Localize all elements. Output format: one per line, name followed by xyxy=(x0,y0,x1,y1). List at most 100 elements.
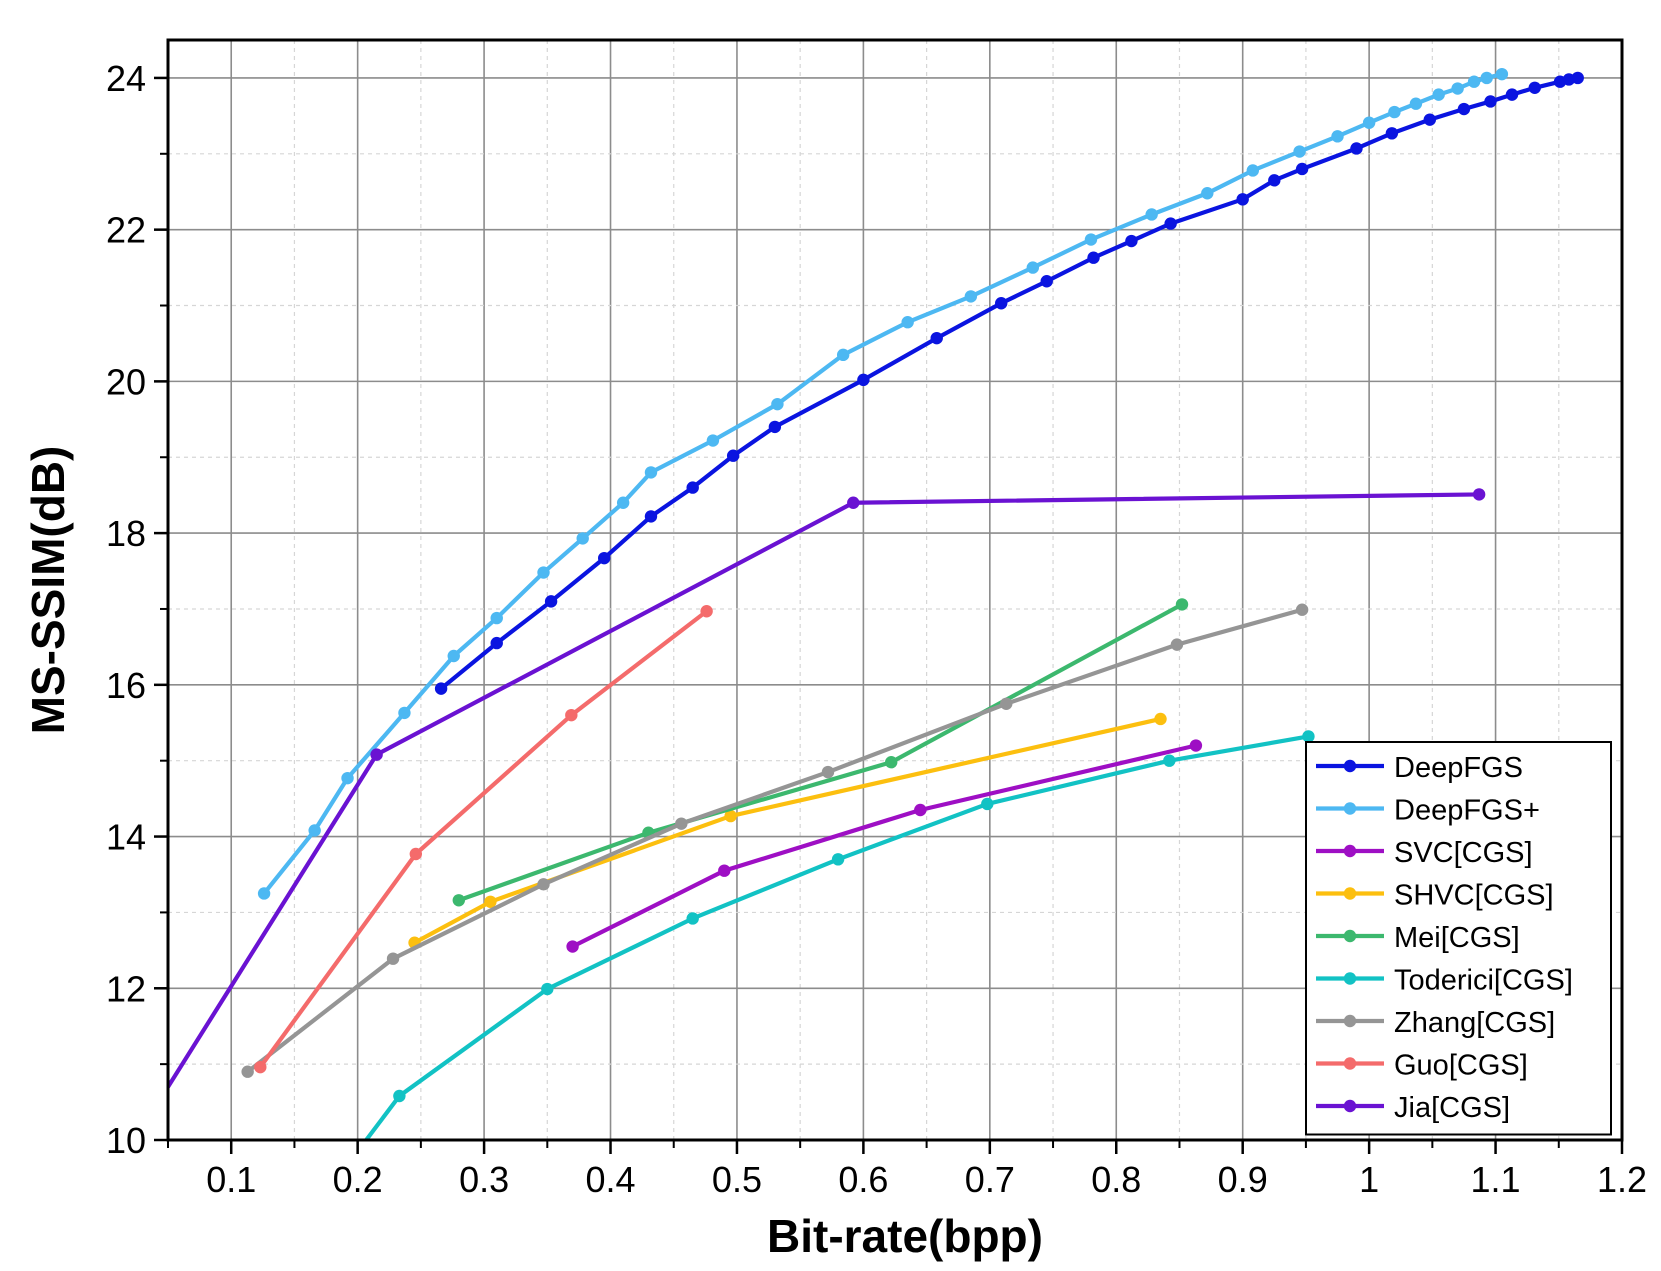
legend-marker xyxy=(1343,1014,1357,1028)
data-point xyxy=(1528,81,1541,94)
x-tick-label: 1 xyxy=(1359,1159,1379,1200)
legend-marker xyxy=(1343,972,1357,985)
data-point xyxy=(1236,193,1249,206)
data-point xyxy=(1293,145,1306,158)
data-point xyxy=(981,797,994,811)
data-point xyxy=(1268,174,1281,187)
legend: DeepFGS DeepFGS+ SVC[CGS] SHVC[CGS] Mei[CGS]… xyxy=(1305,741,1612,1136)
data-point xyxy=(537,878,550,891)
y-tick-label: 14 xyxy=(106,817,146,858)
data-point xyxy=(1457,102,1471,116)
series-line xyxy=(258,609,709,1070)
data-point xyxy=(1145,208,1158,221)
data-point xyxy=(1000,697,1013,710)
data-point xyxy=(644,510,658,523)
series-line xyxy=(363,734,1311,1140)
legend-label: SHVC[CGS] xyxy=(1394,880,1554,912)
data-point xyxy=(706,434,720,447)
legend-item: DeepFGS+ xyxy=(1316,795,1540,827)
legend-item: SHVC[CGS] xyxy=(1316,880,1554,912)
data-point xyxy=(1423,113,1437,126)
series-Mei[CGS] xyxy=(452,598,1189,907)
data-point xyxy=(341,771,354,785)
data-point xyxy=(1472,488,1486,501)
data-point xyxy=(1170,638,1184,651)
legend-item: DeepFGS xyxy=(1316,752,1523,784)
data-point xyxy=(1154,712,1167,726)
legend-marker xyxy=(1343,844,1357,858)
data-point xyxy=(1505,88,1519,101)
data-point xyxy=(566,940,579,953)
series-line xyxy=(245,607,1305,1074)
data-point xyxy=(1385,127,1399,140)
legend-label: Jia[CGS] xyxy=(1394,1092,1510,1124)
legend-item: Jia[CGS] xyxy=(1316,1092,1510,1124)
data-point xyxy=(1026,261,1040,274)
legend-label: DeepFGS+ xyxy=(1394,795,1540,827)
x-tick-label: 0.3 xyxy=(459,1159,509,1200)
data-point xyxy=(857,373,870,387)
legend-marker xyxy=(1343,929,1357,943)
x-tick-label: 0.9 xyxy=(1218,1159,1268,1200)
x-tick-label: 1.1 xyxy=(1471,1159,1521,1200)
data-point xyxy=(1163,754,1176,767)
data-point xyxy=(1451,82,1464,95)
data-point xyxy=(885,756,898,769)
legend-item: Toderici[CGS] xyxy=(1316,965,1573,997)
data-point xyxy=(675,817,688,830)
x-tick-label: 0.6 xyxy=(838,1159,888,1200)
y-tick-label: 18 xyxy=(106,513,146,554)
data-point xyxy=(1246,164,1260,177)
legend-item: SVC[CGS] xyxy=(1316,837,1533,869)
data-point xyxy=(257,887,271,900)
x-tick-label: 0.1 xyxy=(206,1159,256,1200)
data-point xyxy=(537,566,550,579)
data-point xyxy=(964,290,978,303)
x-tick-label: 0.2 xyxy=(333,1159,383,1200)
data-point xyxy=(821,765,835,779)
data-point xyxy=(447,649,460,663)
data-point xyxy=(1467,75,1481,88)
data-point xyxy=(1432,88,1445,101)
series-line xyxy=(438,75,1580,691)
y-tick-label: 20 xyxy=(106,361,146,402)
x-tick-label: 0.4 xyxy=(585,1159,635,1200)
data-point xyxy=(1125,234,1138,248)
data-point xyxy=(644,466,658,479)
x-axis-title: Bit-rate(bpp) xyxy=(767,1210,1043,1262)
y-tick-label: 16 xyxy=(106,665,146,706)
legend-item: Mei[CGS] xyxy=(1316,922,1520,954)
y-tick-label: 22 xyxy=(106,210,146,251)
data-point xyxy=(771,397,784,411)
legend-label: DeepFGS xyxy=(1394,752,1523,784)
data-point xyxy=(847,496,860,509)
data-point xyxy=(1295,162,1309,176)
legend-marker xyxy=(1343,802,1357,815)
data-point xyxy=(1164,217,1177,230)
data-point xyxy=(1087,251,1100,264)
data-point xyxy=(434,682,448,695)
data-point xyxy=(241,1065,254,1078)
series-line xyxy=(570,743,1199,949)
legend-marker xyxy=(1343,1057,1357,1070)
series-layer xyxy=(168,67,1584,1140)
data-point xyxy=(1495,67,1509,81)
series-SVC[CGS] xyxy=(566,739,1203,953)
data-point xyxy=(1484,95,1497,108)
data-point xyxy=(308,824,321,837)
data-point xyxy=(386,952,400,965)
data-point xyxy=(836,348,850,362)
data-point xyxy=(768,420,782,434)
data-point xyxy=(409,847,423,861)
data-point xyxy=(1331,130,1344,143)
legend-item: Zhang[CGS] xyxy=(1316,1007,1555,1039)
plot-frame xyxy=(166,38,1624,1142)
series-Guo[CGS] xyxy=(254,605,713,1074)
legend-item: Guo[CGS] xyxy=(1316,1050,1528,1082)
data-point xyxy=(541,982,554,996)
data-point xyxy=(995,297,1008,310)
data-point xyxy=(700,605,713,618)
series-Zhang[CGS] xyxy=(241,603,1309,1078)
data-point xyxy=(484,895,497,908)
